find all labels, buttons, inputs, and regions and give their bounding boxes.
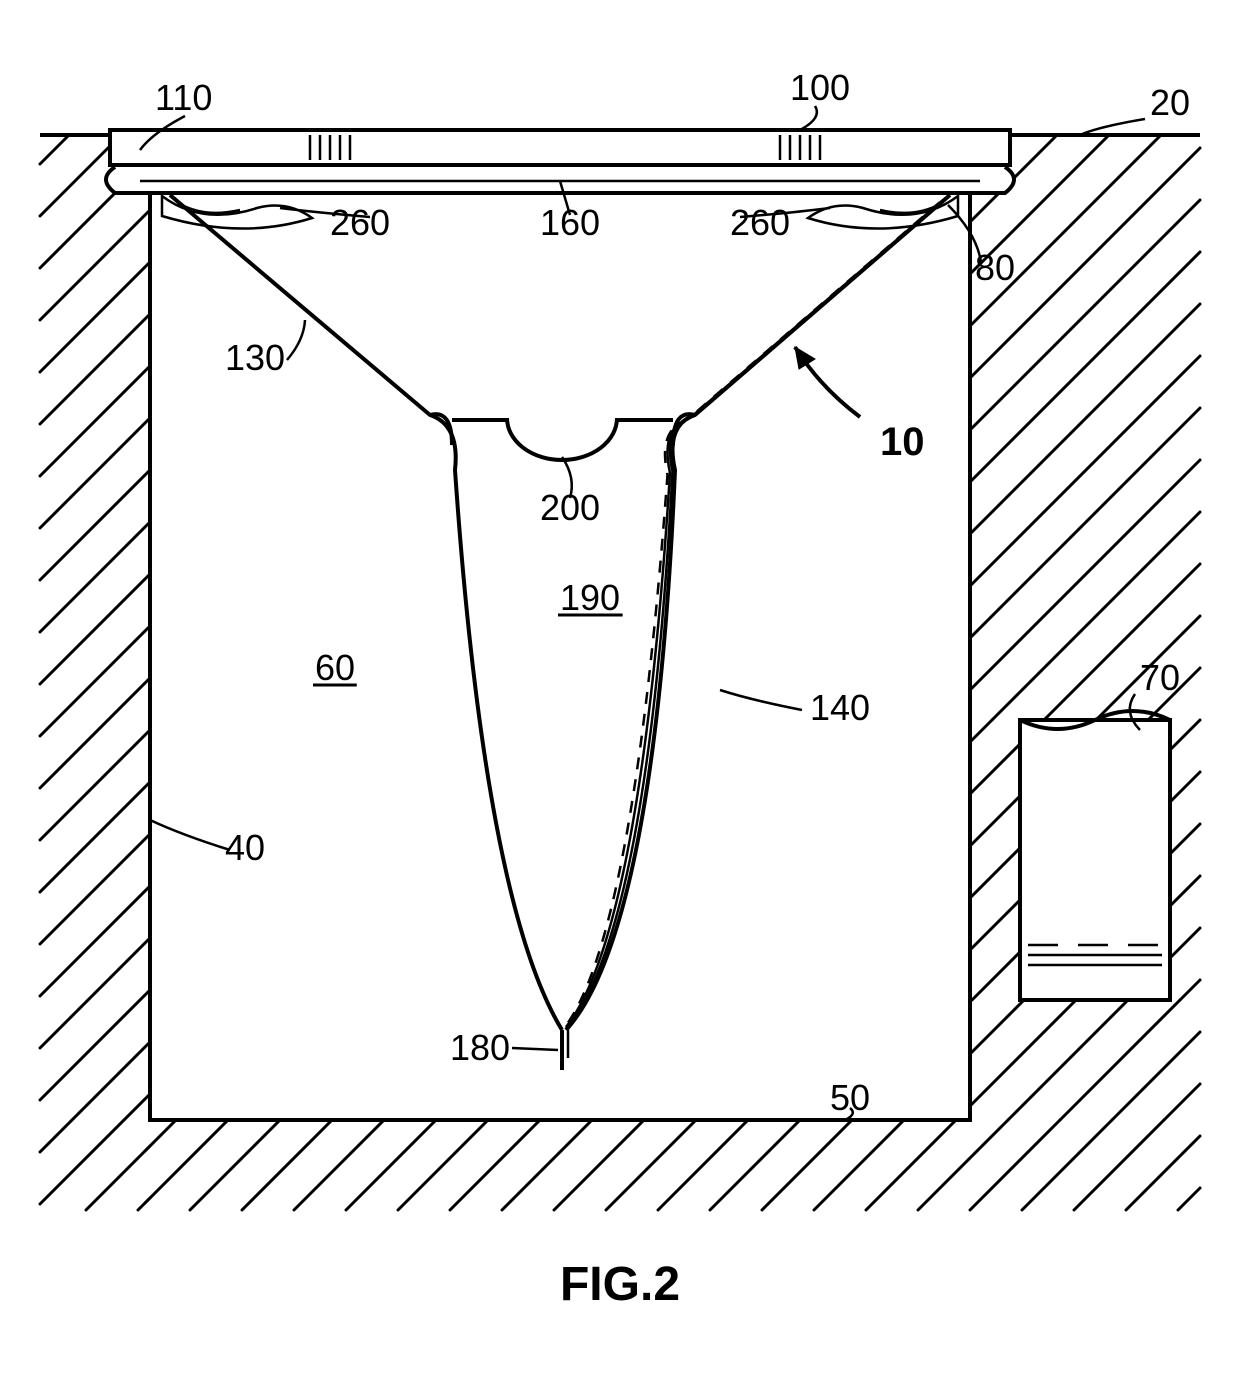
ref-180: 180: [450, 1027, 510, 1068]
ref-260: 260: [330, 202, 390, 243]
patent-figure-2: 10 20 40 50 60 70 80 100 110 130 140 160 180 190 200 26…: [0, 0, 1240, 1377]
rim: [106, 167, 1014, 193]
ref-60: 60: [315, 647, 355, 688]
ref-140: 140: [810, 687, 870, 728]
ref-200: 200: [540, 487, 600, 528]
ref-40: 40: [225, 827, 265, 868]
ref-190: 190: [560, 577, 620, 618]
figure-title: FIG.2: [560, 1258, 680, 1311]
ref-110: 110: [155, 77, 212, 118]
ref-100: 100: [790, 67, 850, 108]
handle-loop: [507, 418, 617, 460]
funnel-bag: [170, 195, 950, 1070]
ref-260: 260: [730, 202, 790, 243]
ref-70: 70: [1140, 657, 1180, 698]
ref-160: 160: [540, 202, 600, 243]
ref-50: 50: [830, 1077, 870, 1118]
ref-20: 20: [1150, 82, 1190, 123]
ref-80: 80: [975, 247, 1015, 288]
outlet-pipe: [1020, 711, 1170, 1000]
lid-assembly: [110, 130, 1010, 165]
ref-10: 10: [880, 420, 925, 464]
catch-basin: [150, 185, 970, 1120]
soil-hatching: [40, 135, 1200, 1210]
ref-130: 130: [225, 337, 285, 378]
assembly-arrow: [795, 347, 860, 417]
